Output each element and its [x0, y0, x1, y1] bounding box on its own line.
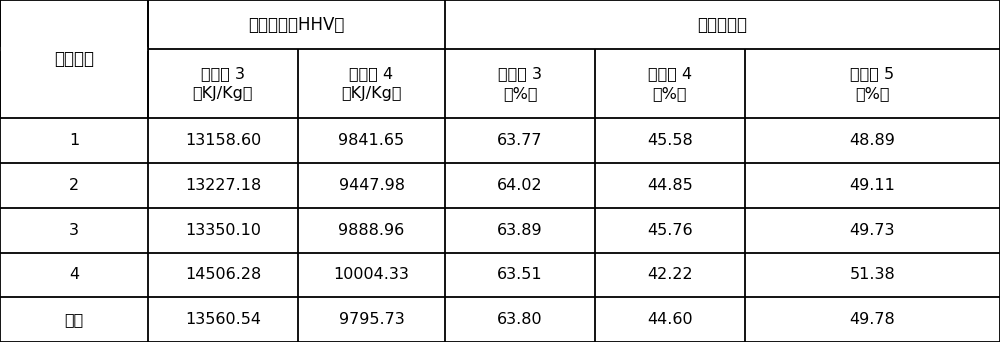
Text: 44.85: 44.85 [647, 178, 693, 193]
Text: 9841.65: 9841.65 [338, 133, 405, 148]
Text: 63.77: 63.77 [497, 133, 543, 148]
Text: 2: 2 [69, 178, 79, 193]
Text: 9888.96: 9888.96 [338, 223, 405, 238]
Text: 实施例 3
（KJ/Kg）: 实施例 3 （KJ/Kg） [193, 66, 253, 101]
Text: 平均: 平均 [64, 312, 84, 327]
Text: 48.89: 48.89 [850, 133, 895, 148]
Text: 49.73: 49.73 [850, 223, 895, 238]
Text: 3: 3 [69, 223, 79, 238]
Text: 13227.18: 13227.18 [185, 178, 261, 193]
Text: 1: 1 [69, 133, 79, 148]
Text: 49.78: 49.78 [850, 312, 895, 327]
Text: 49.11: 49.11 [850, 178, 895, 193]
Text: 45.58: 45.58 [647, 133, 693, 148]
Text: 64.02: 64.02 [497, 178, 543, 193]
Text: 实施例 5
（%）: 实施例 5 （%） [850, 66, 895, 101]
Text: 63.89: 63.89 [497, 223, 543, 238]
Text: 9447.98: 9447.98 [338, 178, 404, 193]
Text: 13560.54: 13560.54 [185, 312, 261, 327]
Text: 51.38: 51.38 [850, 267, 895, 282]
Text: 63.80: 63.80 [497, 312, 543, 327]
Text: 实施例 3
（%）: 实施例 3 （%） [498, 66, 542, 101]
Text: 实施例 4
（%）: 实施例 4 （%） [648, 66, 692, 101]
Text: 44.60: 44.60 [647, 312, 693, 327]
Text: 4: 4 [69, 267, 79, 282]
Text: 14506.28: 14506.28 [185, 267, 261, 282]
Text: 10004.33: 10004.33 [334, 267, 409, 282]
Text: 42.22: 42.22 [647, 267, 693, 282]
Text: 实施例 4
（KJ/Kg）: 实施例 4 （KJ/Kg） [341, 66, 402, 101]
Text: 13350.10: 13350.10 [185, 223, 261, 238]
Text: 13158.60: 13158.60 [185, 133, 261, 148]
Text: 45.76: 45.76 [647, 223, 693, 238]
Text: 污泥热值（HHV）: 污泥热值（HHV） [248, 16, 345, 34]
Text: 污泥脱水率: 污泥脱水率 [698, 16, 748, 34]
Text: 9795.73: 9795.73 [339, 312, 404, 327]
Text: 实验次数: 实验次数 [54, 50, 94, 68]
Text: 63.51: 63.51 [497, 267, 543, 282]
